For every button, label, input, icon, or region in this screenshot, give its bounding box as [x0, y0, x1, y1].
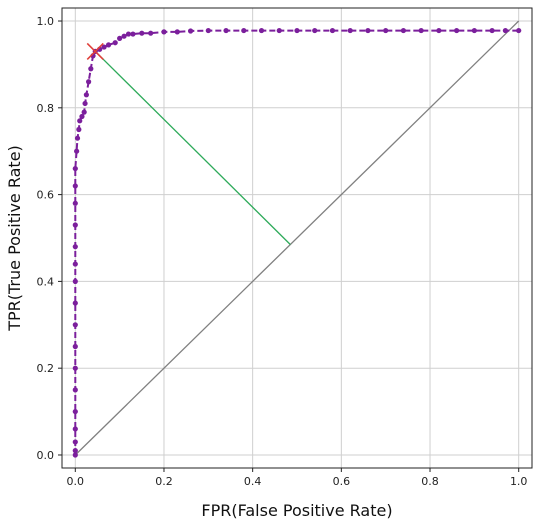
- roc-point: [76, 126, 82, 133]
- grid: [62, 8, 532, 468]
- roc-point: [125, 31, 132, 37]
- y-tick-label: 1.0: [37, 15, 55, 28]
- roc-point: [139, 30, 145, 36]
- roc-point: [117, 35, 123, 41]
- x-tick-label: 0.4: [244, 475, 262, 488]
- roc-point: [72, 322, 78, 328]
- x-tick-label: 1.0: [510, 475, 528, 488]
- roc-point: [72, 426, 78, 432]
- roc-point: [72, 300, 78, 306]
- roc-point: [72, 261, 78, 267]
- ticks: 0.0 0.2 0.4 0.6 0.8 1.0 0.0 0.2 0.4 0.6 0.8 1.0: [37, 15, 528, 488]
- roc-point: [74, 148, 80, 154]
- roc-point: [241, 27, 247, 34]
- series-layer: [72, 20, 522, 458]
- plot-frame: [61, 7, 533, 469]
- roc-point: [72, 365, 78, 371]
- diagonal-reference-line: [74, 20, 520, 456]
- roc-point: [81, 109, 87, 115]
- roc-point: [258, 27, 265, 34]
- roc-point: [418, 27, 424, 34]
- roc-point: [82, 100, 88, 107]
- roc-point: [205, 27, 211, 34]
- roc-point: [121, 33, 127, 39]
- x-tick-label: 0.6: [333, 475, 351, 488]
- optimal-point-marker: [86, 42, 104, 60]
- roc-point: [365, 27, 371, 34]
- x-axis-label: FPR(False Positive Rate): [201, 501, 392, 520]
- x-tick-label: 0.8: [421, 475, 439, 488]
- marker-stroke: [86, 42, 104, 60]
- roc-point: [72, 222, 78, 228]
- roc-point: [72, 408, 78, 415]
- roc-point: [72, 278, 78, 284]
- roc-point: [72, 343, 78, 350]
- roc-point: [88, 66, 94, 72]
- roc-point: [294, 27, 300, 34]
- y-tick-label: 0.8: [37, 102, 55, 115]
- roc-point: [312, 27, 318, 34]
- y-tick-label: 0.0: [37, 449, 55, 462]
- roc-point: [454, 27, 460, 34]
- roc-point: [72, 387, 78, 393]
- roc-point: [174, 29, 180, 35]
- x-tick-label: 0.0: [67, 475, 85, 488]
- roc-point: [72, 244, 78, 250]
- y-tick-label: 0.4: [37, 275, 55, 288]
- roc-point: [187, 28, 194, 34]
- y-tick-label: 0.6: [37, 189, 55, 202]
- roc-point: [436, 27, 442, 34]
- roc-point: [72, 448, 78, 454]
- roc-point: [77, 118, 83, 124]
- roc-point: [86, 79, 92, 85]
- distance-line: [94, 50, 291, 245]
- roc-point: [329, 27, 336, 34]
- roc-point: [161, 29, 167, 35]
- roc-point: [502, 27, 508, 34]
- roc-point: [400, 27, 407, 34]
- roc-point: [79, 113, 85, 120]
- roc-point: [72, 200, 78, 206]
- roc-point: [112, 40, 118, 46]
- roc-point: [148, 30, 154, 36]
- roc-point: [72, 439, 78, 445]
- roc-point: [72, 452, 78, 458]
- roc-point: [489, 27, 495, 34]
- roc-point: [347, 27, 353, 34]
- roc-point: [471, 27, 477, 34]
- y-tick-label: 0.2: [37, 362, 55, 375]
- y-axis-label: TPR(True Positive Rate): [5, 145, 24, 332]
- roc-point: [83, 92, 89, 98]
- roc-point: [105, 42, 112, 48]
- roc-point: [72, 183, 78, 189]
- roc-point: [130, 31, 136, 37]
- roc-point: [383, 27, 389, 34]
- roc-point: [72, 165, 78, 172]
- roc-point: [74, 135, 81, 141]
- roc-point: [516, 27, 522, 34]
- roc-point: [276, 27, 282, 34]
- roc-point: [223, 27, 229, 34]
- roc-point: [101, 44, 107, 50]
- x-tick-label: 0.2: [155, 475, 173, 488]
